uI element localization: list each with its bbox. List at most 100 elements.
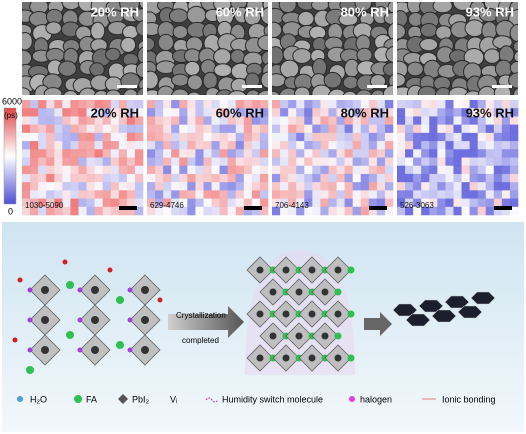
map-cell: [280, 141, 289, 150]
map-cell: [155, 149, 164, 158]
map-cell: [336, 100, 345, 109]
map-cell: [235, 198, 245, 208]
map-cell: [405, 198, 414, 208]
fa: [334, 288, 342, 296]
map-cell: [219, 141, 228, 150]
map-cell: [163, 157, 172, 167]
map-cell: [288, 182, 297, 191]
map-cell: [296, 116, 305, 125]
map-cell: [211, 157, 220, 167]
map-cell: [118, 173, 128, 183]
map-cell: [203, 173, 212, 183]
map-cell: [126, 157, 136, 167]
pb: [295, 288, 303, 296]
map-cell: [171, 165, 180, 175]
map-cell: [453, 190, 462, 199]
map-cell: [320, 157, 329, 167]
map-cell: [219, 182, 228, 191]
map-cell: [118, 141, 128, 150]
map-image: [272, 100, 394, 216]
map-cell: [251, 182, 261, 191]
map-cell: [195, 100, 204, 109]
map-cell: [384, 173, 394, 183]
map-cell: [243, 100, 253, 109]
map-cell: [477, 190, 487, 199]
map-cell: [54, 132, 63, 142]
map-cell: [62, 108, 71, 117]
map-cell: [288, 190, 297, 199]
map-cell: [94, 132, 103, 142]
map-cell: [134, 198, 144, 208]
map-label: 80% RH: [341, 105, 389, 120]
map-cell: [445, 124, 454, 134]
map-cell: [360, 141, 370, 150]
map-cell: [296, 198, 305, 208]
map-cell: [429, 206, 438, 216]
map-cell: [134, 116, 144, 125]
map-cell: [147, 182, 156, 191]
map-cell: [437, 124, 446, 134]
scale-bar: [244, 206, 262, 210]
map-cell: [336, 108, 345, 117]
map-cell: [501, 206, 511, 216]
pb: [334, 354, 342, 362]
map-cell: [251, 198, 261, 208]
map-cell: [155, 116, 164, 125]
map-cell: [320, 190, 329, 199]
map-cell: [272, 141, 281, 150]
map-cell: [376, 108, 386, 117]
map-cell: [94, 116, 103, 125]
map-cell: [405, 190, 414, 199]
map-cell: [360, 124, 370, 134]
map-cell: [46, 206, 55, 216]
water-icon: [17, 396, 23, 402]
map-cell: [368, 149, 378, 158]
pb: [141, 286, 149, 294]
map-cell: [421, 165, 430, 175]
map-cell: [46, 157, 55, 167]
grain: [397, 73, 406, 88]
map-cell: [501, 198, 511, 208]
map-cell: [453, 132, 462, 142]
map-cell: [70, 198, 79, 208]
map-cell: [134, 173, 144, 183]
map-cell: [304, 124, 313, 134]
fa: [66, 281, 74, 289]
water: [17, 277, 23, 283]
map-cell: [171, 173, 180, 183]
map-cell: [134, 206, 144, 216]
map-cell: [445, 100, 454, 109]
map-cell: [102, 116, 112, 125]
map-cell: [501, 173, 511, 183]
map-cell: [272, 116, 281, 125]
map-cell: [429, 141, 438, 150]
map-cell: [102, 132, 112, 142]
map-cell: [272, 173, 281, 183]
map-cell: [421, 141, 430, 150]
map-cell: [272, 132, 281, 142]
map-cell: [187, 132, 196, 142]
map-cell: [195, 173, 204, 183]
map-cell: [62, 141, 71, 150]
map-cell: [86, 173, 95, 183]
scale-bar: [494, 206, 512, 210]
hexagon: [457, 305, 483, 319]
map-cell: [360, 108, 370, 117]
map-cell: [259, 116, 269, 125]
map-cell: [251, 165, 261, 175]
map-cell: [272, 124, 281, 134]
map-cell: [187, 100, 196, 109]
grain: [58, 60, 77, 77]
map-cell: [30, 108, 39, 117]
map-cell: [485, 141, 495, 150]
map-cell: [485, 190, 495, 199]
fa: [347, 310, 355, 318]
map-row: 20% RH 1030-5090 60% RH 629-4746 80% RH 706-4…: [22, 100, 519, 216]
map-cell: [227, 165, 237, 175]
map-cell: [312, 100, 321, 109]
map-cell: [421, 198, 430, 208]
map-cell: [280, 116, 289, 125]
map-cell: [22, 132, 31, 142]
grain: [356, 47, 373, 63]
map-cell: [453, 182, 462, 191]
